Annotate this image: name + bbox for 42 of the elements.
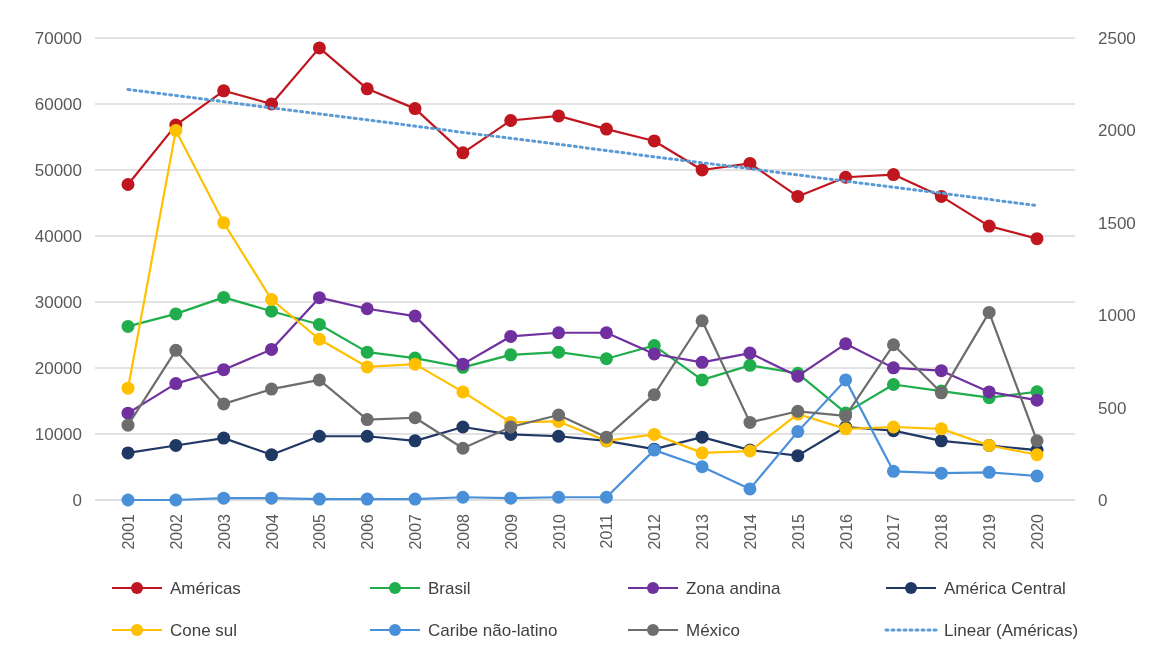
x-tick-label: 2009 [502,513,520,550]
legend-label: Brasil [428,578,471,598]
x-tick-label: 2015 [789,513,807,550]
y2-tick-label: 2500 [1098,28,1136,48]
y-tick-label: 60000 [34,94,82,114]
x-tick-label: 2014 [741,513,759,550]
x-tick-label: 2011 [598,513,616,549]
x-tick-label: 2019 [981,513,999,550]
y-tick-label: 0 [72,490,82,510]
x-tick-label: 2003 [215,513,233,550]
y2-tick-label: 0 [1098,490,1108,510]
y2-tick-label: 2000 [1098,121,1136,141]
x-tick-label: 2013 [694,513,712,550]
y-tick-label: 20000 [34,358,82,378]
x-tick-label: 2017 [885,513,903,550]
y-tick-label: 10000 [34,424,82,444]
x-tick-label: 2010 [550,513,568,550]
x-tick-label: 2016 [837,513,855,550]
y2-tick-label: 1500 [1098,213,1136,233]
y2-tick-label: 1000 [1098,306,1136,326]
x-tick-label: 2008 [454,513,472,550]
y-tick-label: 40000 [34,226,82,246]
y-tick-label: 50000 [34,160,82,180]
x-tick-label: 2020 [1029,513,1046,550]
x-tick-label: 2001 [120,513,137,550]
y-tick-label: 70000 [34,28,82,48]
x-tick-label: 2002 [167,513,185,550]
legend-label: Zona andina [686,578,782,598]
x-tick-label: 2012 [646,513,664,550]
legend-label: América Central [944,578,1066,598]
x-tick-label: 2006 [359,513,377,550]
legend-label: Linear (Américas) [944,620,1079,640]
x-tick-label: 2018 [933,513,951,550]
legend-label: Américas [170,578,241,598]
x-tick-label: 2004 [263,513,281,550]
x-tick-label: 2007 [407,513,425,550]
y2-tick-label: 500 [1098,398,1127,418]
legend-label: Caribe não-latino [428,620,558,640]
y-tick-label: 30000 [34,292,82,312]
legend-label: Cone sul [170,620,238,640]
x-tick-label: 2005 [311,513,329,550]
legend-label: México [686,620,740,640]
